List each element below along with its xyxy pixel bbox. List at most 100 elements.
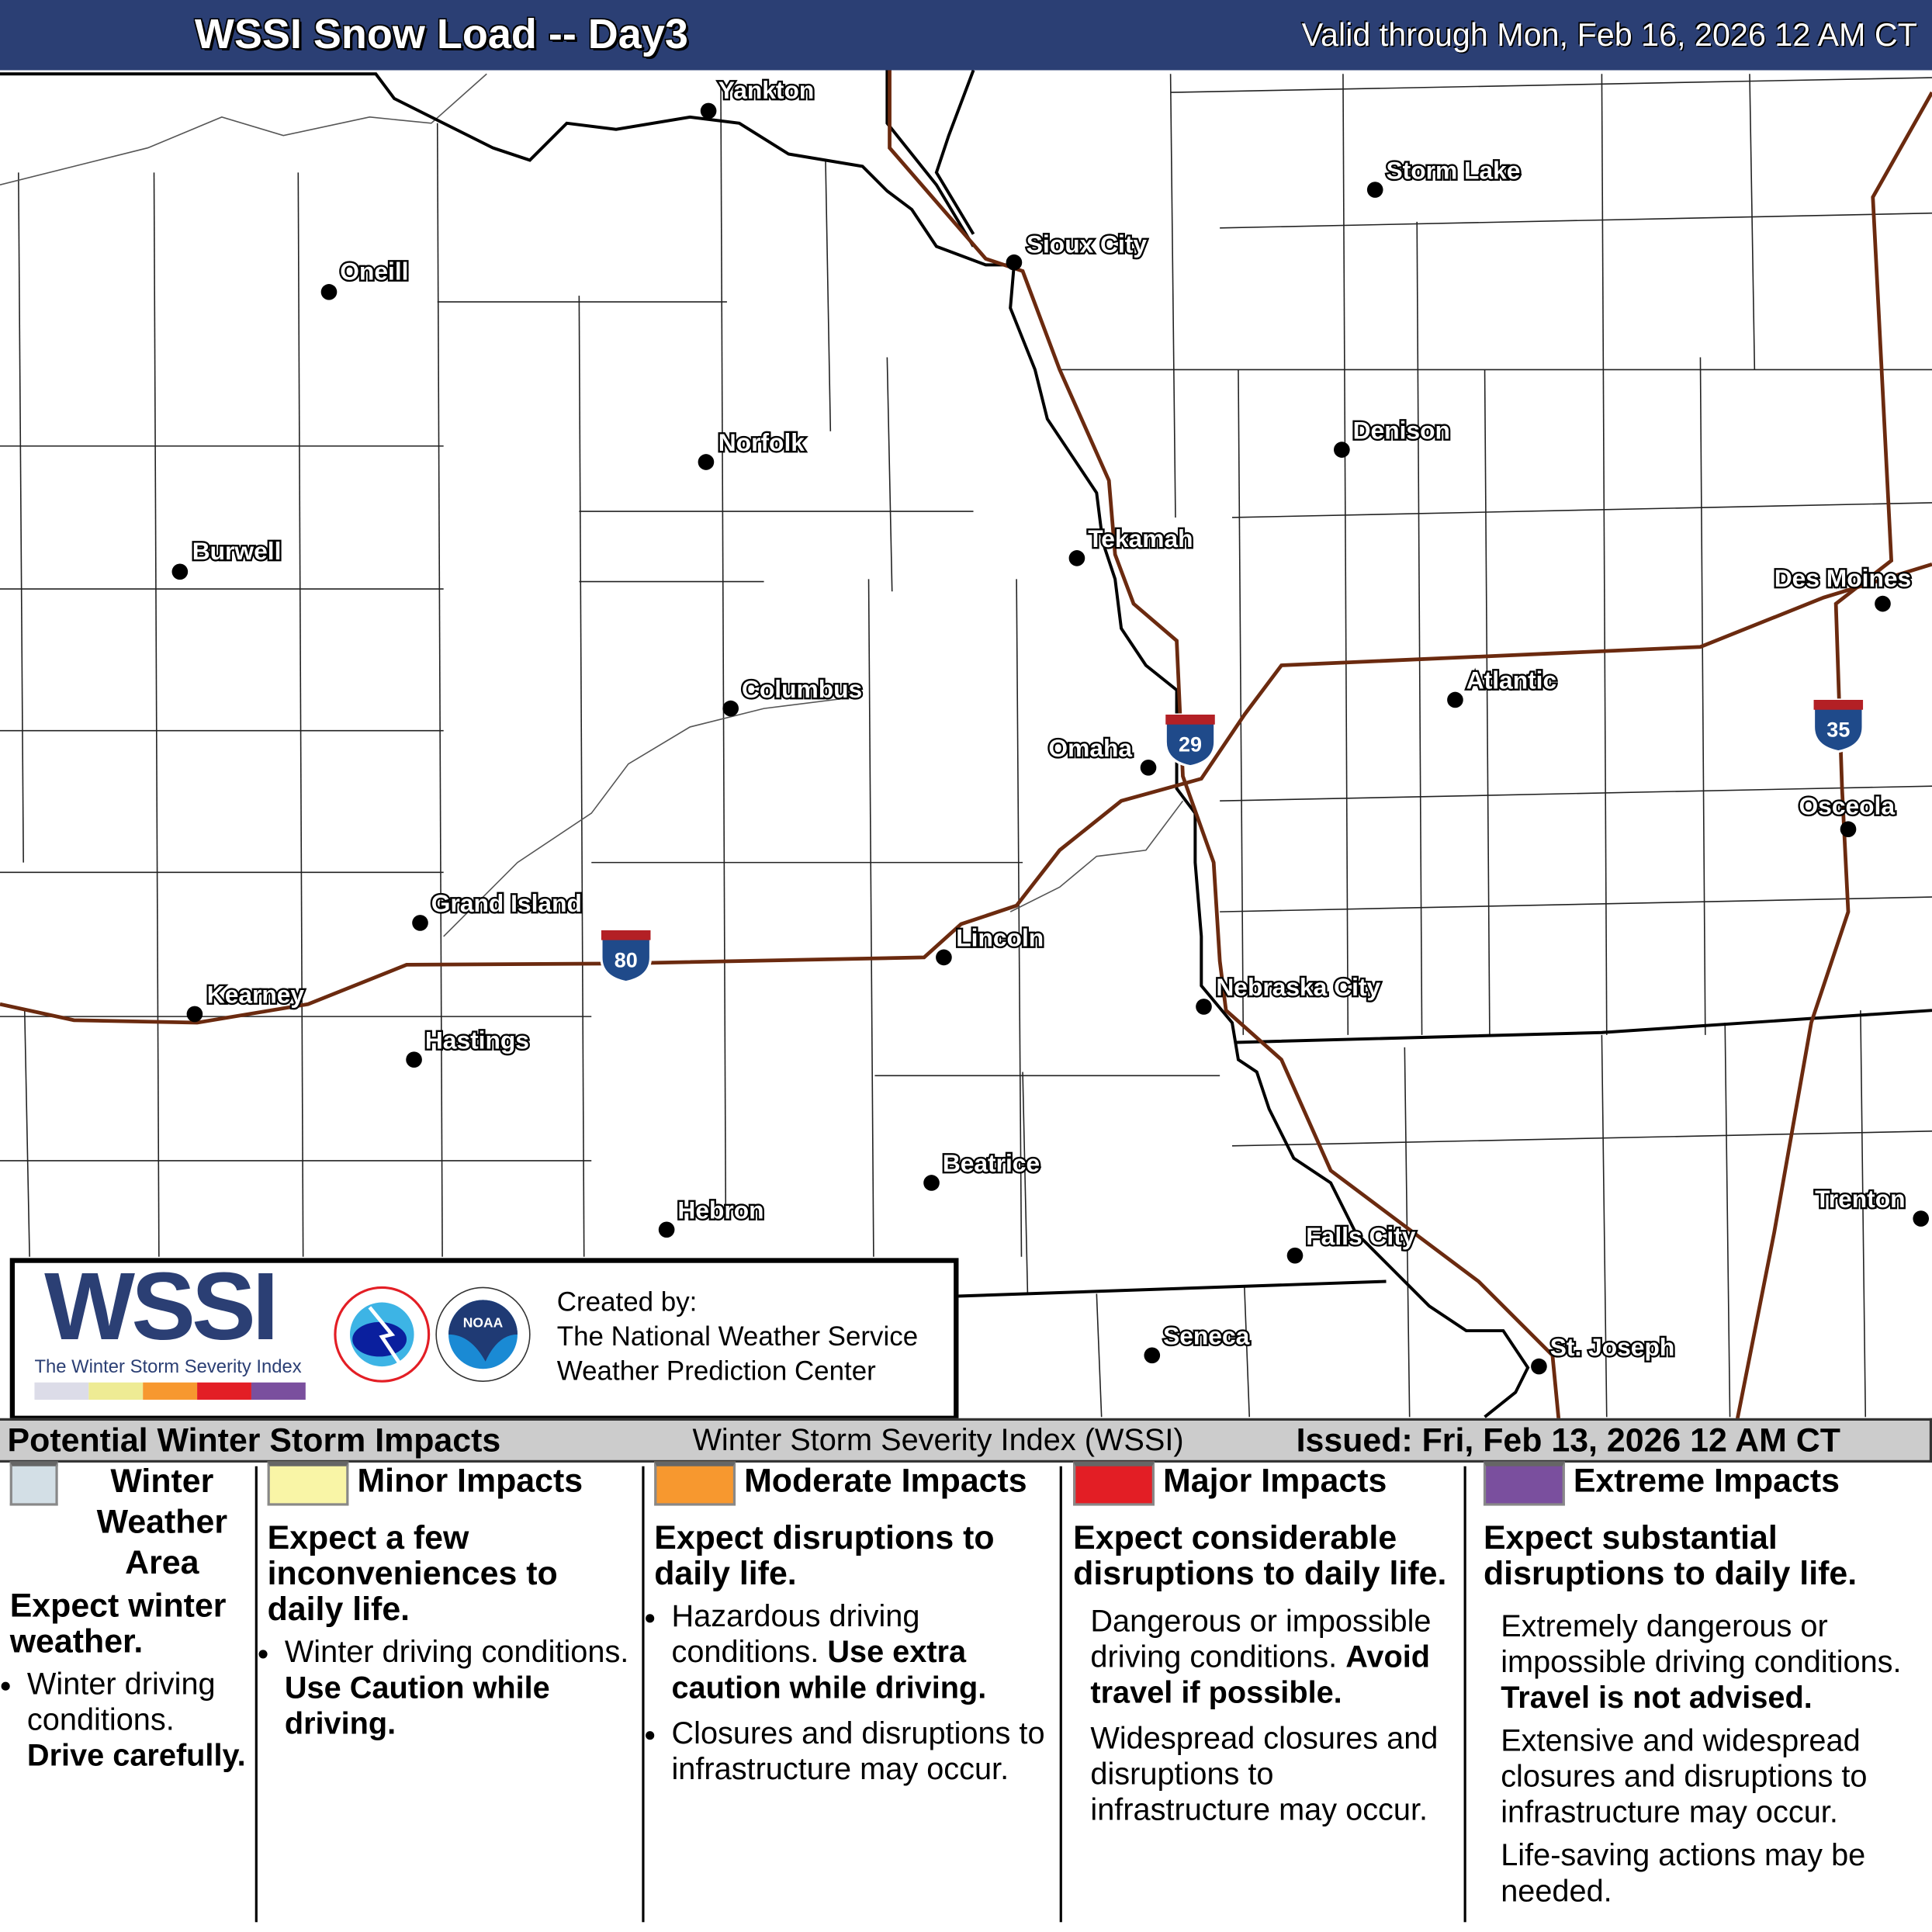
city-label: Burwell <box>192 537 282 565</box>
legend-minor-impacts: Minor Impacts Expect a few inconvenience… <box>267 1461 637 1923</box>
shield-number: 29 <box>1179 733 1202 757</box>
noaa-wordmark: NOAA <box>463 1314 504 1330</box>
city-dot <box>1447 691 1463 708</box>
legend-bullet: Extensive and widespread closures and di… <box>1501 1723 1868 1830</box>
city-grand-island: Grand Island <box>412 888 583 931</box>
interstate-35-route <box>1735 91 1932 1420</box>
city-beatrice: Beatrice <box>923 1148 1042 1191</box>
city-tekamah: Tekamah <box>1068 523 1195 566</box>
city-label: Beatrice <box>943 1149 1040 1177</box>
legend-bullet: Extremely dangerous or impossible drivin… <box>1501 1608 1902 1716</box>
legend-bullet: Life-saving actions may be needed. <box>1501 1838 1866 1909</box>
city-sioux-city: Sioux City <box>1006 228 1149 271</box>
wssi-color-bar <box>34 1382 306 1400</box>
city-dot <box>320 284 338 300</box>
city-columbus: Columbus <box>722 673 864 717</box>
city-osceola: Osceola <box>1797 790 1897 838</box>
city-label: Grand Island <box>431 889 582 917</box>
city-trenton: Trenton <box>1813 1183 1930 1227</box>
page-title: WSSI Snow Load -- Day3 <box>194 11 688 58</box>
rivers <box>0 73 1184 937</box>
interstate-29-shield: 29 <box>1164 713 1217 768</box>
county-lines <box>0 74 1932 1418</box>
city-dot <box>658 1221 675 1238</box>
city-dot <box>1068 550 1085 566</box>
city-hebron: Hebron <box>658 1194 766 1238</box>
city-label: Kearney <box>207 981 305 1009</box>
created-by-label: Created by: <box>556 1286 698 1317</box>
org-nws: The National Weather Service <box>556 1321 919 1352</box>
city-dot <box>1840 821 1857 838</box>
legend-bullet: Winter driving conditions. Drive careful… <box>27 1667 254 1774</box>
city-label: Lincoln <box>956 924 1044 952</box>
city-dot <box>1875 595 1891 612</box>
city-seneca: Seneca <box>1144 1320 1252 1364</box>
legend-summary: Expect substantial disruptions to daily … <box>1483 1519 1858 1592</box>
city-dot <box>186 1006 203 1023</box>
swatch-winter <box>9 1461 58 1506</box>
city-label: Atlantic <box>1466 667 1556 694</box>
city-label: Sioux City <box>1027 230 1148 258</box>
interstate-highways <box>0 70 1932 1420</box>
city-dot <box>1366 182 1383 198</box>
credits: Created by: The National Weather Service… <box>557 1285 918 1388</box>
legend-title: Minor Impacts <box>357 1462 583 1499</box>
city-label: Osceola <box>1799 792 1895 820</box>
city-dot <box>1144 1347 1161 1364</box>
city-dot <box>936 949 952 966</box>
city-denison: Denison <box>1334 414 1452 458</box>
logo-box: WSSI The Winter Storm Severity Index NOA… <box>9 1258 959 1421</box>
city-dot <box>923 1175 940 1191</box>
legend-divider <box>642 1466 645 1923</box>
legend-moderate-impacts: Moderate Impacts Expect disruptions to d… <box>654 1461 1054 1923</box>
index-name: Winter Storm Severity Index (WSSI) <box>692 1423 1184 1458</box>
legend-divider <box>1463 1466 1466 1923</box>
legend-divider <box>254 1466 258 1923</box>
legend-title: Moderate Impacts <box>744 1462 1027 1499</box>
city-label: Nebraska City <box>1216 973 1380 1001</box>
legend-winter-weather-area: Winter Weather Area Expect winter weathe… <box>9 1461 254 1923</box>
valid-time: Valid through Mon, Feb 16, 2026 12 AM CT <box>1301 16 1917 54</box>
shield-number: 35 <box>1826 718 1850 742</box>
city-dot <box>1334 441 1350 458</box>
interstate-35-shield: 35 <box>1812 698 1864 753</box>
interstate-80-shield: 80 <box>600 929 653 984</box>
legend-major-impacts: Major Impacts Expect considerable disrup… <box>1073 1461 1461 1923</box>
wssi-subtitle: The Winter Storm Severity Index <box>34 1356 302 1378</box>
swatch-moderate <box>654 1461 736 1506</box>
city-label: Storm Lake <box>1387 156 1521 184</box>
interstate-80-route <box>0 563 1932 1025</box>
impacts-heading: Potential Winter Storm Impacts <box>7 1421 501 1459</box>
city-dot <box>1140 760 1157 776</box>
legend-title: Major Impacts <box>1163 1462 1387 1499</box>
header: WSSI Snow Load -- Day3 Valid through Mon… <box>0 0 1932 71</box>
city-lincoln: Lincoln <box>936 922 1046 966</box>
city-dot <box>406 1051 422 1068</box>
city-label: Yankton <box>718 76 815 104</box>
legend-summary: Expect a few inconveniences to daily lif… <box>267 1519 558 1628</box>
city-dot <box>1913 1210 1930 1227</box>
city-dot <box>1006 254 1023 271</box>
city-label: Oneill <box>340 257 408 285</box>
map: 29 35 80 Yankton Storm Lake Sioux City Oneill… <box>0 70 1932 1420</box>
legend-summary: Expect winter weather. <box>9 1587 227 1660</box>
city-label: Tekamah <box>1088 525 1193 552</box>
legend-extreme-impacts: Extreme Impacts Expect substantial disru… <box>1483 1461 1930 1923</box>
city-oneill: Oneill <box>320 255 410 300</box>
city-dot <box>1286 1247 1304 1264</box>
city-st-joseph: St. Joseph <box>1531 1331 1677 1375</box>
nws-logo <box>334 1286 431 1383</box>
legend-header-band: Potential Winter Storm Impacts Winter St… <box>0 1418 1932 1463</box>
city-falls-city: Falls City <box>1286 1220 1418 1264</box>
city-kearney: Kearney <box>186 978 306 1023</box>
state-borders <box>0 70 1932 1418</box>
legend-divider <box>1059 1466 1062 1923</box>
legend-bullet: Dangerous or impossible driving conditio… <box>1090 1604 1432 1711</box>
city-label: Norfolk <box>718 428 805 456</box>
city-omaha: Omaha <box>1047 732 1157 776</box>
city-label: Trenton <box>1815 1185 1905 1213</box>
swatch-major <box>1073 1461 1155 1506</box>
city-storm-lake: Storm Lake <box>1366 154 1522 198</box>
city-label: Denison <box>1353 416 1450 444</box>
